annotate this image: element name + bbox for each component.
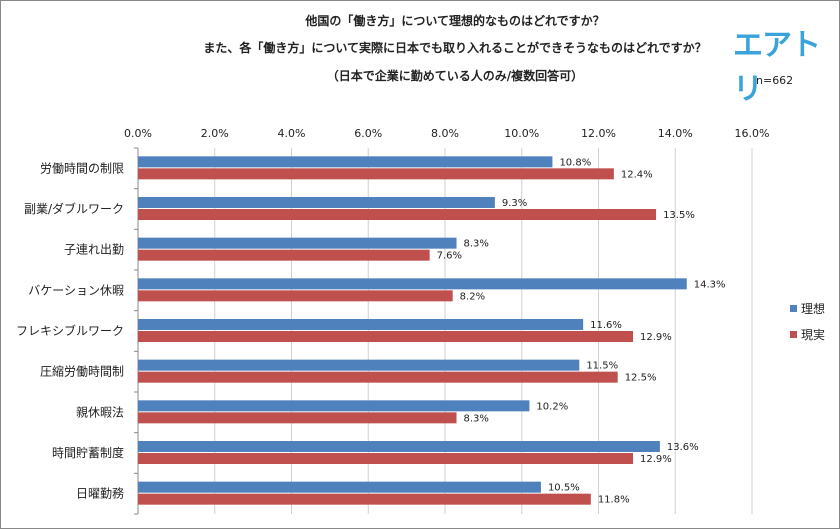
bar-real: [138, 249, 430, 261]
x-tick-label: 16.0%: [735, 127, 770, 140]
category-label: 時間貯蓄制度: [52, 445, 124, 460]
chart-title-line2: また、各「働き方」について実際に日本でも取り入れることができそうなものはどれです…: [203, 41, 707, 55]
bar-real: [138, 168, 614, 180]
bar-real: [138, 412, 457, 424]
category-label: 親休暇法: [76, 405, 124, 419]
bar-real: [138, 209, 657, 220]
bar-ideal: [138, 319, 584, 330]
data-label: 11.8%: [598, 495, 630, 506]
bar-ideal: [138, 278, 687, 290]
category-label: 子連れ出勤: [64, 243, 124, 257]
x-tick-label: 0.0%: [124, 127, 152, 140]
sample-size: n=662: [756, 74, 794, 87]
legend-swatch-ideal: [790, 305, 797, 312]
bar-ideal: [138, 156, 553, 168]
x-tick-label: 10.0%: [504, 127, 539, 140]
category-label: 日曜勤務: [76, 487, 124, 501]
data-label: 8.3%: [464, 413, 489, 424]
category-label: フレキシブルワーク: [16, 323, 124, 338]
bar-real: [138, 493, 591, 505]
bar-ideal: [138, 237, 457, 249]
logo: エアトリ: [733, 28, 821, 107]
x-tick-label: 6.0%: [354, 127, 382, 140]
category-label: 圧縮労働時間制: [40, 364, 124, 379]
bar-ideal: [138, 197, 495, 208]
bar-ideal: [138, 441, 660, 452]
legend-item-ideal: 理想: [790, 300, 825, 317]
bar-real: [138, 371, 618, 383]
chart-title-line1: 他国の「働き方」について理想的なものはどれですか？: [305, 14, 605, 28]
legend-label-real: 現実: [801, 328, 826, 342]
x-tick-label: 12.0%: [581, 127, 616, 140]
data-label: 10.8%: [559, 157, 591, 168]
data-label: 12.4%: [621, 169, 653, 180]
data-label: 12.9%: [640, 454, 672, 465]
bar-real: [138, 290, 453, 302]
legend-swatch-real: [790, 331, 797, 338]
bar-ideal: [138, 481, 541, 493]
bar-real: [138, 331, 634, 342]
data-label: 11.6%: [590, 320, 622, 331]
x-tick-label: 8.0%: [431, 127, 459, 140]
legend-label-ideal: 理想: [801, 302, 826, 316]
data-label: 8.2%: [460, 291, 485, 302]
data-label: 12.5%: [625, 373, 657, 384]
data-label: 8.3%: [464, 239, 489, 250]
bar-real: [138, 453, 634, 464]
bar-ideal: [138, 400, 530, 412]
x-tick-label: 2.0%: [201, 127, 229, 140]
x-tick-label: 4.0%: [278, 127, 306, 140]
category-label: 副業/ダブルワーク: [24, 201, 124, 216]
category-label: 労働時間の制限: [40, 161, 124, 175]
data-label: 9.3%: [502, 198, 527, 209]
category-label: バケーション休暇: [28, 283, 124, 297]
chart-title-line3: （日本で企業に勤めている人のみ/複数回答可）: [326, 69, 584, 83]
data-label: 12.9%: [640, 332, 672, 343]
data-label: 7.6%: [437, 251, 462, 262]
data-label: 10.2%: [536, 401, 568, 412]
bar-ideal: [138, 359, 580, 371]
data-label: 10.5%: [548, 483, 580, 494]
data-label: 11.5%: [586, 361, 618, 372]
data-label: 13.6%: [667, 442, 699, 453]
legend-item-real: 現実: [790, 326, 825, 343]
data-label: 13.5%: [663, 210, 695, 221]
x-tick-label: 14.0%: [658, 127, 693, 140]
data-label: 14.3%: [694, 279, 726, 290]
